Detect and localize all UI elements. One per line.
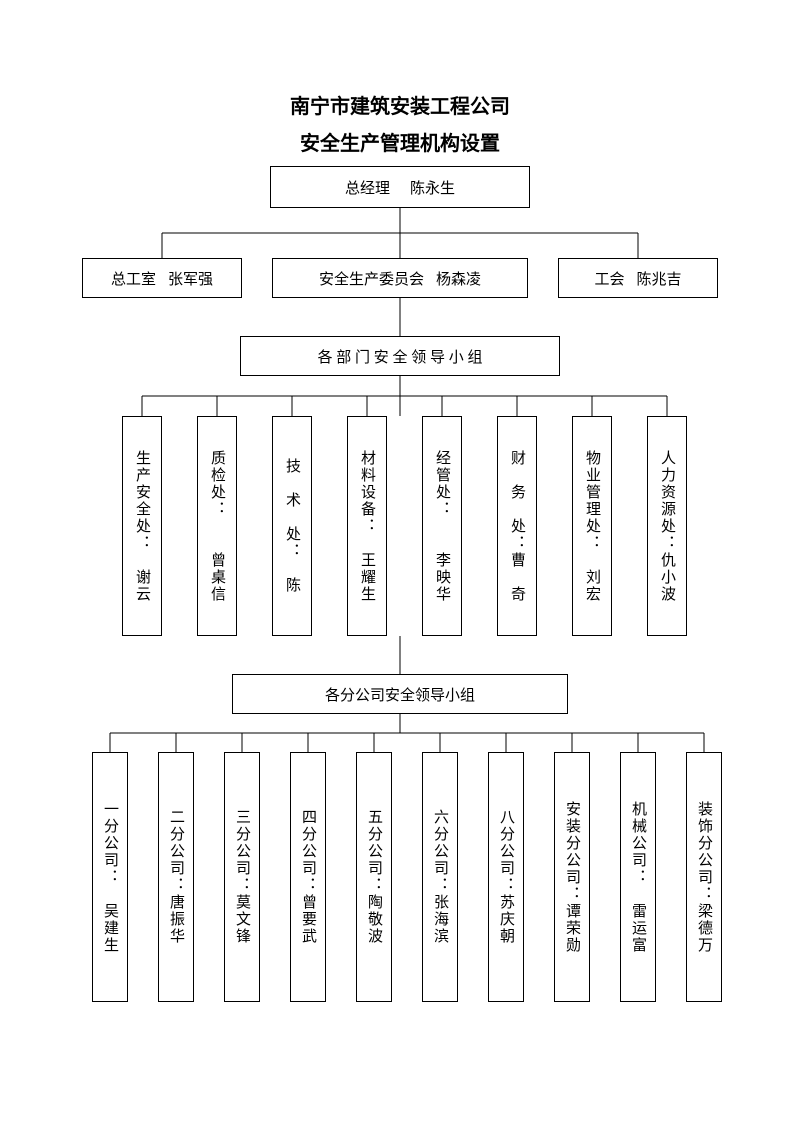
branch-box-3: 四分公司：曾要武 (290, 752, 326, 1002)
group1-box: 各 部 门 安 全 领 导 小 组 (240, 336, 560, 376)
dept-box-3: 材料设备： 王耀生 (347, 416, 387, 636)
dept-box-1: 质检处： 曾桌信 (197, 416, 237, 636)
level2-box-1: 安全生产委员会杨森凌 (272, 258, 528, 298)
branch-box-6: 八分公司：苏庆朝 (488, 752, 524, 1002)
org-chart: 总经理陈永生总工室张军强安全生产委员会杨森凌工会陈兆吉各 部 门 安 全 领 导… (0, 166, 800, 1126)
branch-box-4: 五分公司：陶敬波 (356, 752, 392, 1002)
dept-box-2: 技 术 处： 陈 (272, 416, 312, 636)
dept-box-5: 财 务 处：曹 奇 (497, 416, 537, 636)
group2-box: 各分公司安全领导小组 (232, 674, 568, 714)
dept-box-7: 人力资源处：仇小波 (647, 416, 687, 636)
dept-box-4: 经管处： 李映华 (422, 416, 462, 636)
top-box: 总经理陈永生 (270, 166, 530, 208)
branch-box-2: 三分公司：莫文锋 (224, 752, 260, 1002)
branch-box-0: 一分公司： 吴建生 (92, 752, 128, 1002)
branch-box-5: 六分公司：张海滨 (422, 752, 458, 1002)
title-line-1: 南宁市建筑安装工程公司 (0, 90, 800, 119)
branch-box-7: 安装分公司：谭荣勋 (554, 752, 590, 1002)
title-line-2: 安全生产管理机构设置 (0, 127, 800, 156)
branch-box-8: 机械公司： 雷运富 (620, 752, 656, 1002)
dept-box-6: 物业管理处： 刘宏 (572, 416, 612, 636)
dept-box-0: 生产安全处： 谢云 (122, 416, 162, 636)
level2-box-0: 总工室张军强 (82, 258, 242, 298)
level2-box-2: 工会陈兆吉 (558, 258, 718, 298)
branch-box-9: 装饰分公司：梁德万 (686, 752, 722, 1002)
branch-box-1: 二分公司：唐振华 (158, 752, 194, 1002)
